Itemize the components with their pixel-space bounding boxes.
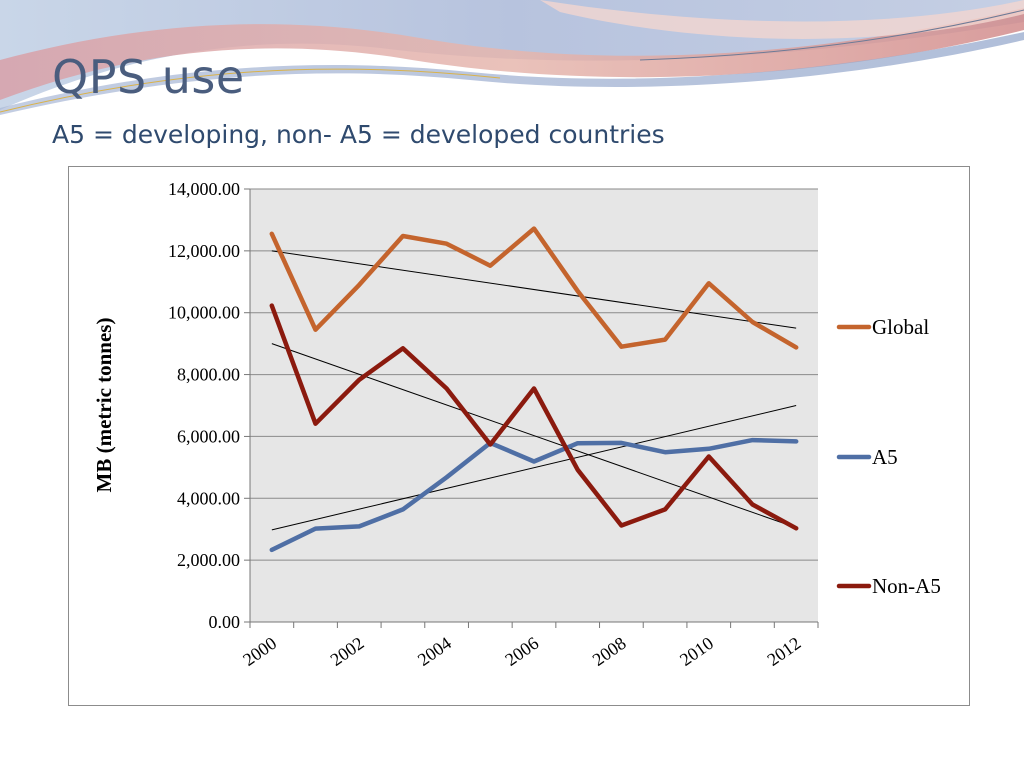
legend-label: Global [872,315,929,339]
y-tick-label: 8,000.00 [177,365,240,385]
x-tick-label: 2004 [414,633,455,670]
y-tick-label: 4,000.00 [177,488,240,508]
trendlines [271,250,797,531]
series-line-global [269,226,799,350]
legend: Global A5 Non-A5 [836,315,941,598]
y-tick-label: 12,000.00 [168,241,240,261]
slide-subtitle: A5 = developing, non- A5 = developed cou… [52,120,665,149]
trendline-a5 [271,405,797,531]
legend-label: Non-A5 [872,574,941,598]
x-axis: 2000 2002 2004 2006 2008 2010 2012 [239,621,819,670]
x-tick-label: 2006 [501,633,542,670]
x-tick-label: 2002 [327,633,368,670]
series-lines [269,226,799,553]
y-tick-label: 2,000.00 [177,550,240,570]
legend-label: A5 [872,445,898,469]
y-axis: 0.00 2,000.00 4,000.00 6,000.00 8,000.00 10,0… [168,179,251,632]
series-line-a5 [269,437,799,553]
x-tick-label: 2010 [676,633,717,670]
chart-frame: 0.00 2,000.00 4,000.00 6,000.00 8,000.00 10,0… [68,166,970,706]
y-tick-label: 0.00 [209,612,241,632]
x-tick-label: 2000 [239,633,280,670]
x-tick-label: 2012 [763,633,804,670]
y-tick-label: 14,000.00 [168,179,240,199]
slide-title: QPS use [52,50,245,104]
y-tick-label: 6,000.00 [177,426,240,446]
y-tick-label: 10,000.00 [168,303,240,323]
line-chart: 0.00 2,000.00 4,000.00 6,000.00 8,000.00 10,0… [92,179,941,670]
x-tick-label: 2008 [589,633,630,670]
y-axis-title: MB (metric tonnes) [92,318,116,493]
grid-lines [250,188,818,561]
series-line-non-a5 [269,303,799,531]
trendline-global [271,250,797,329]
trendline-non-a5 [271,343,797,529]
